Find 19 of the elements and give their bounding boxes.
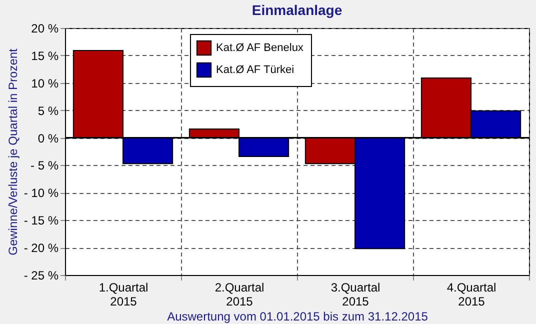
y-tick-label: - 15 %: [24, 214, 59, 228]
y-tick-label: 0 %: [38, 131, 59, 146]
legend-label: Kat.Ø AF Benelux: [216, 42, 304, 54]
y-axis-title: Gewinne/Verluste je Quartal in Prozent: [6, 48, 20, 256]
y-tick-label: 20 %: [31, 22, 59, 36]
x-tick-label: 1.Quartal 2015: [98, 280, 148, 308]
y-tick-label: - 25 %: [24, 268, 59, 282]
chart-title: Einmalanlage: [252, 2, 342, 18]
y-tick-label: - 5 %: [30, 158, 59, 173]
x-tick-label: 2.Quartal 2015: [214, 280, 264, 308]
y-tick-label: 10 %: [31, 76, 59, 90]
y-tick-label: 15 %: [31, 48, 59, 63]
x-tick-label: 3.Quartal 2015: [330, 280, 380, 308]
y-tick-label: - 20 %: [24, 241, 59, 256]
x-tick-label: 4.Quartal 2015: [446, 280, 496, 308]
text: Auswertung vom 01.01.2015 bis zum 31.12.2015: [167, 310, 428, 324]
y-tick-label: - 10 %: [24, 186, 59, 200]
y-tick-label: 5 %: [38, 104, 59, 118]
legend-label: Kat.Ø AF Türkei: [216, 64, 294, 76]
